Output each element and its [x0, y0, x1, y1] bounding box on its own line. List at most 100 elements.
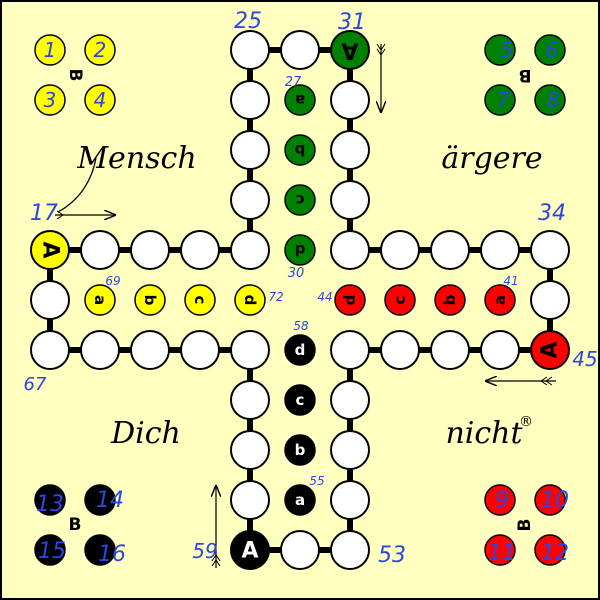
home-field[interactable]: [284, 184, 316, 216]
base-field[interactable]: [84, 484, 116, 516]
home-field[interactable]: [484, 284, 516, 316]
track-field[interactable]: [380, 230, 420, 270]
handwritten-number: 6: [546, 38, 559, 62]
start-label: A: [538, 341, 563, 358]
base-field[interactable]: [484, 484, 516, 516]
track-field[interactable]: [130, 330, 170, 370]
home-field[interactable]: [284, 134, 316, 166]
track-field[interactable]: [230, 30, 270, 70]
track-field[interactable]: [180, 230, 220, 270]
start-field-black[interactable]: A: [230, 530, 270, 570]
track-field[interactable]: [330, 380, 370, 420]
handwritten-number: 58: [293, 319, 309, 333]
handwritten-number: 9: [495, 488, 509, 513]
base-field[interactable]: [484, 34, 516, 66]
start-field-red[interactable]: A: [530, 330, 570, 370]
home-field[interactable]: [84, 284, 116, 316]
handwritten-number: 72: [268, 290, 283, 304]
handwritten-number: 10: [541, 488, 569, 513]
home-field[interactable]: [234, 284, 266, 316]
track-field[interactable]: [30, 330, 70, 370]
track-field[interactable]: [230, 430, 270, 470]
track-field[interactable]: [530, 230, 570, 270]
home-field[interactable]: [284, 484, 316, 516]
base-field[interactable]: [84, 34, 116, 66]
home-field[interactable]: [384, 284, 416, 316]
track-field[interactable]: [80, 330, 120, 370]
track-field[interactable]: [430, 230, 470, 270]
home-letter: c: [191, 296, 209, 305]
track-field[interactable]: [230, 180, 270, 220]
track-field[interactable]: [180, 330, 220, 370]
start-field-yellow[interactable]: A: [30, 230, 70, 270]
handwritten-number: 12: [541, 541, 569, 566]
base-field[interactable]: [484, 534, 516, 566]
start-label: A: [341, 38, 358, 63]
track-field[interactable]: [330, 80, 370, 120]
handwritten-number: 7: [497, 88, 510, 112]
home-red: a b c d: [334, 284, 516, 316]
home-field[interactable]: [434, 284, 466, 316]
handwritten-number: 17: [30, 201, 58, 226]
track-field[interactable]: [230, 480, 270, 520]
handwritten-number: 45: [572, 347, 597, 371]
start-field-green[interactable]: A: [330, 30, 370, 70]
home-field[interactable]: [284, 384, 316, 416]
track-field[interactable]: [380, 330, 420, 370]
handwritten-number: 8: [547, 88, 560, 112]
base-field[interactable]: [534, 534, 566, 566]
base-field[interactable]: [534, 484, 566, 516]
home-field[interactable]: [334, 284, 366, 316]
track-field[interactable]: [30, 280, 70, 320]
track-field[interactable]: [530, 280, 570, 320]
base-label: B: [65, 69, 85, 82]
home-field[interactable]: [184, 284, 216, 316]
base-field[interactable]: [484, 84, 516, 116]
home-field[interactable]: [284, 84, 316, 116]
base-field[interactable]: [84, 534, 116, 566]
home-field[interactable]: [284, 234, 316, 266]
base-field[interactable]: [34, 484, 66, 516]
home-letter: b: [295, 441, 306, 459]
start-label: A: [38, 241, 63, 258]
track-field[interactable]: [330, 330, 370, 370]
base-field[interactable]: [84, 84, 116, 116]
handwritten-number: 31: [338, 10, 366, 35]
track-field[interactable]: [330, 480, 370, 520]
track-field[interactable]: [430, 330, 470, 370]
track-field[interactable]: [330, 130, 370, 170]
base-field[interactable]: [534, 84, 566, 116]
handwritten-number: 4: [94, 88, 107, 112]
track-field[interactable]: [80, 230, 120, 270]
track-field[interactable]: [230, 330, 270, 370]
home-field[interactable]: [134, 284, 166, 316]
base-field[interactable]: [34, 84, 66, 116]
track-field[interactable]: [130, 230, 170, 270]
track-field[interactable]: [230, 230, 270, 270]
track-field[interactable]: [330, 430, 370, 470]
track-field[interactable]: [480, 330, 520, 370]
home-field[interactable]: [284, 334, 316, 366]
home-letter: a: [491, 295, 509, 305]
track-field[interactable]: [330, 180, 370, 220]
handwritten-number: 3: [44, 88, 57, 112]
base-field[interactable]: [34, 534, 66, 566]
track-field[interactable]: [280, 30, 320, 70]
track-field[interactable]: [230, 130, 270, 170]
track-field[interactable]: [230, 80, 270, 120]
track-field[interactable]: [230, 380, 270, 420]
word-mensch: Mensch: [76, 141, 196, 176]
arrow-fletching: [56, 43, 553, 567]
handwritten-number: 14: [96, 488, 124, 513]
track-field[interactable]: [480, 230, 520, 270]
base-yellow: B 1 2 3 4: [34, 34, 116, 116]
track-field[interactable]: [330, 530, 370, 570]
handwritten-number: 30: [288, 266, 305, 281]
word-nicht: nicht: [445, 416, 523, 451]
home-field[interactable]: [284, 434, 316, 466]
base-field[interactable]: [534, 34, 566, 66]
base-field[interactable]: [34, 34, 66, 66]
track-field[interactable]: [280, 530, 320, 570]
track-field[interactable]: [330, 230, 370, 270]
